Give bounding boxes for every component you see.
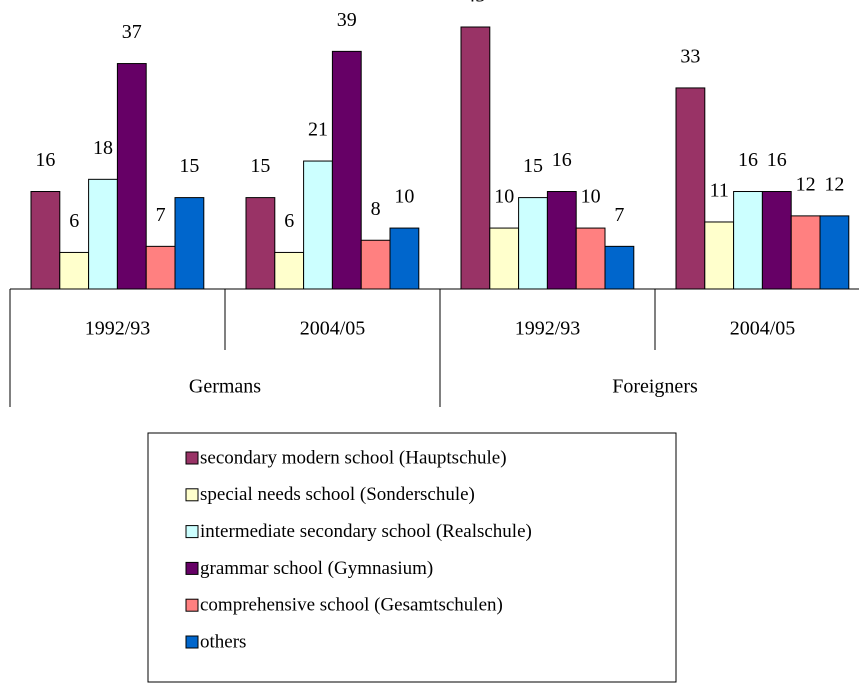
data-label: 11 [710, 180, 729, 202]
data-label: 6 [284, 210, 294, 232]
bar [761, 191, 792, 290]
data-label: 6 [69, 210, 79, 232]
x-tick-label: 2004/05 [300, 318, 366, 340]
data-label: 10 [494, 186, 514, 208]
data-label: 18 [93, 137, 113, 159]
bar [59, 251, 90, 290]
legend-label: special needs school (Sonderschule) [200, 484, 475, 505]
bar [546, 191, 577, 290]
bar [790, 215, 821, 290]
data-label: 16 [35, 149, 55, 171]
legend-swatch [185, 598, 199, 612]
bar [604, 245, 635, 290]
bar [245, 197, 276, 290]
bar [303, 160, 333, 290]
bar [360, 239, 391, 290]
data-label: 12 [796, 173, 816, 195]
bar [174, 197, 205, 290]
data-label: 7 [156, 204, 166, 226]
data-label: 15 [179, 155, 199, 177]
bar [30, 191, 61, 290]
x-tick-label: 1992/93 [85, 318, 151, 340]
bar [489, 227, 520, 290]
bar [460, 26, 491, 290]
bar [88, 178, 118, 290]
data-label: 33 [680, 46, 700, 68]
legend-label: comprehensive school (Gesamtschulen) [200, 595, 503, 616]
data-label: 39 [337, 9, 357, 31]
legend-label: others [200, 631, 246, 652]
bar [819, 215, 850, 290]
x-tick-label: 1992/93 [515, 318, 581, 340]
legend-label: secondary modern school (Hauptschule) [200, 447, 507, 468]
bar [575, 227, 606, 290]
data-label: 37 [122, 21, 142, 43]
data-label: 8 [371, 198, 381, 220]
legend-swatch [185, 561, 199, 575]
legend-swatch [185, 525, 199, 539]
data-label: 12 [824, 173, 844, 195]
legend-box [147, 432, 677, 683]
bar [704, 221, 735, 290]
legend-swatch [185, 488, 199, 502]
bar [145, 245, 176, 290]
bar [389, 227, 420, 290]
data-label: 16 [738, 149, 758, 171]
group-label: Foreigners [612, 376, 698, 398]
data-label: 15 [523, 155, 543, 177]
data-label: 7 [614, 204, 624, 226]
data-label: 21 [308, 119, 328, 141]
legend-label: grammar school (Gymnasium) [200, 558, 433, 579]
data-label: 16 [767, 149, 787, 171]
data-label: 10 [394, 186, 414, 208]
bar [331, 50, 362, 290]
bar [675, 87, 706, 290]
data-label: 43 [465, 0, 485, 7]
legend-swatch [185, 451, 199, 465]
bar [518, 197, 548, 290]
bar [733, 191, 763, 290]
group-label: Germans [189, 376, 261, 398]
legend-swatch [185, 635, 199, 649]
data-label: 10 [581, 186, 601, 208]
bar [274, 251, 305, 290]
x-tick-label: 2004/05 [730, 318, 796, 340]
data-label: 16 [552, 149, 572, 171]
data-label: 15 [250, 155, 270, 177]
legend-label: intermediate secondary school (Realschul… [200, 521, 532, 542]
bar [116, 63, 147, 290]
